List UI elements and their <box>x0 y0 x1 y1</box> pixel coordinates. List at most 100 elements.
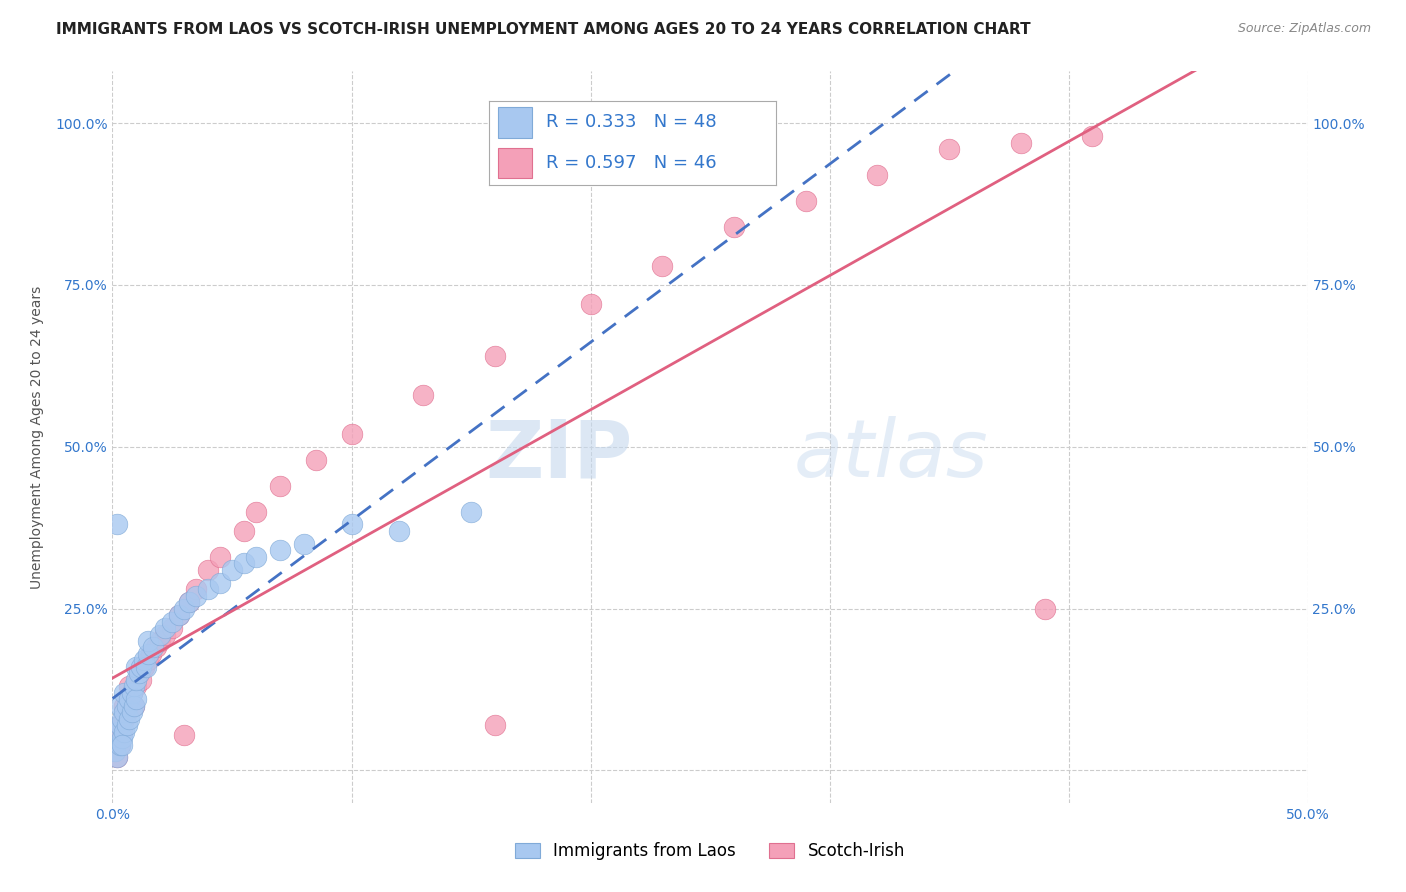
Point <box>162 615 183 629</box>
Legend: Immigrants from Laos, Scotch-Irish: Immigrants from Laos, Scotch-Irish <box>515 842 905 860</box>
Point <box>209 575 232 590</box>
Point <box>340 517 363 532</box>
Point <box>173 728 195 742</box>
Point <box>111 712 134 726</box>
Point <box>121 686 143 700</box>
Point <box>142 640 165 655</box>
Point <box>269 543 291 558</box>
Point <box>105 750 128 764</box>
Point <box>138 634 160 648</box>
Point <box>177 595 200 609</box>
Point <box>114 698 135 713</box>
Point <box>269 478 291 492</box>
Point <box>108 698 131 713</box>
Point <box>135 660 157 674</box>
Point <box>1010 136 1032 150</box>
Point <box>105 731 128 745</box>
Point <box>723 219 745 234</box>
Point <box>114 712 135 726</box>
Point <box>139 647 162 661</box>
Point <box>138 647 160 661</box>
Point <box>149 627 172 641</box>
Point <box>121 686 143 700</box>
Point <box>122 679 145 693</box>
Point <box>153 627 176 641</box>
Point <box>209 549 232 564</box>
Point <box>104 744 127 758</box>
Point <box>115 718 138 732</box>
Point <box>108 738 131 752</box>
Point <box>105 750 128 764</box>
Point <box>115 698 138 713</box>
Point <box>233 524 256 538</box>
Point <box>388 524 411 538</box>
Point <box>128 666 150 681</box>
Text: ZIP: ZIP <box>485 417 633 494</box>
Point <box>305 452 328 467</box>
Point <box>169 608 191 623</box>
Point <box>145 640 167 655</box>
Point <box>111 738 134 752</box>
Point <box>138 653 160 667</box>
Point <box>579 297 602 311</box>
Point <box>118 692 141 706</box>
Point <box>460 504 482 518</box>
Point <box>162 621 183 635</box>
Point <box>1033 601 1056 615</box>
Point <box>125 679 148 693</box>
Point <box>484 718 506 732</box>
Point <box>197 582 219 597</box>
Point <box>186 589 208 603</box>
Point <box>118 679 141 693</box>
Point <box>938 142 960 156</box>
Point <box>114 724 135 739</box>
Point <box>197 563 219 577</box>
Point <box>173 601 195 615</box>
Point <box>340 426 363 441</box>
Y-axis label: Unemployment Among Ages 20 to 24 years: Unemployment Among Ages 20 to 24 years <box>30 285 44 589</box>
Point <box>128 666 150 681</box>
Point <box>221 563 243 577</box>
Text: atlas: atlas <box>793 417 988 494</box>
Point <box>292 537 315 551</box>
Point <box>169 608 191 623</box>
Point <box>129 660 152 674</box>
Point <box>1081 129 1104 144</box>
Text: IMMIGRANTS FROM LAOS VS SCOTCH-IRISH UNEMPLOYMENT AMONG AGES 20 TO 24 YEARS CORR: IMMIGRANTS FROM LAOS VS SCOTCH-IRISH UNE… <box>56 22 1031 37</box>
Point <box>114 686 135 700</box>
Point <box>245 549 267 564</box>
Point <box>121 705 143 719</box>
Point <box>233 557 256 571</box>
Point <box>118 712 141 726</box>
Point <box>866 168 889 182</box>
Point <box>105 517 128 532</box>
Point <box>651 259 673 273</box>
Point <box>149 634 172 648</box>
Point <box>125 673 148 687</box>
Point <box>132 660 155 674</box>
Point <box>122 698 145 713</box>
Point <box>122 698 145 713</box>
Point <box>245 504 267 518</box>
Point <box>108 718 131 732</box>
Point <box>412 388 434 402</box>
Point <box>115 705 138 719</box>
Point <box>794 194 817 208</box>
Point <box>125 660 148 674</box>
Point <box>108 718 131 732</box>
Point <box>108 738 131 752</box>
Point <box>104 744 127 758</box>
Point <box>105 724 128 739</box>
Point <box>177 595 200 609</box>
Point <box>129 673 152 687</box>
Point <box>153 621 176 635</box>
Text: Source: ZipAtlas.com: Source: ZipAtlas.com <box>1237 22 1371 36</box>
Point <box>114 705 135 719</box>
Point <box>111 724 134 739</box>
Point <box>186 582 208 597</box>
Point <box>132 653 155 667</box>
Point <box>125 692 148 706</box>
Point <box>118 692 141 706</box>
Point <box>111 731 134 745</box>
Point <box>484 349 506 363</box>
